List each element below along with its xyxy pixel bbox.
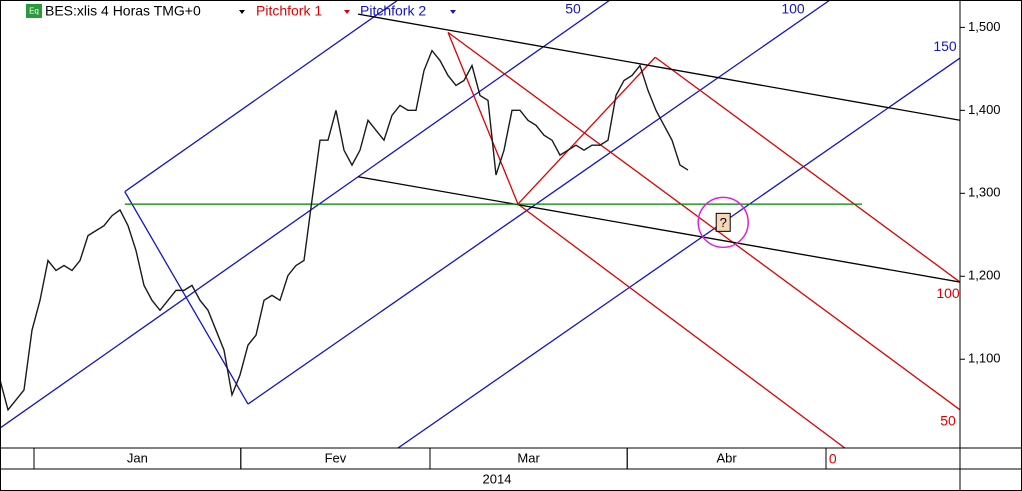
header-icon-box	[26, 4, 42, 18]
plot-area: ?	[0, 0, 960, 448]
tool-label[interactable]: Pitchfork 1	[256, 3, 322, 19]
y-tick-label: 1,300	[968, 185, 1001, 200]
dropdown-arrow[interactable]	[239, 10, 245, 14]
trend-line	[397, 57, 960, 448]
level-label: 100	[936, 285, 960, 301]
highlight-circle	[697, 196, 749, 249]
trend-line	[124, 0, 399, 193]
overlay: 50 100 150 50 0 100	[565, 1, 960, 467]
trend-line	[447, 32, 519, 205]
year-label: 2014	[483, 471, 512, 486]
price-line	[0, 49, 689, 412]
x-tick-label: Fev	[325, 450, 347, 465]
level-label: 50	[940, 413, 956, 429]
tool-label[interactable]: Pitchfork 2	[360, 3, 426, 19]
level-label: 100	[781, 1, 805, 17]
trend-line	[357, 13, 960, 121]
level-label: 150	[933, 38, 957, 54]
trend-line	[0, 0, 611, 429]
trend-line	[247, 0, 831, 405]
trend-line	[357, 176, 960, 283]
chart-title: BES:xlis 4 Horas TMG+0	[45, 3, 201, 19]
trend-line	[517, 203, 846, 448]
dropdown-arrow[interactable]	[450, 10, 456, 14]
level-label: 50	[565, 1, 581, 17]
header-icon: Eq	[29, 7, 39, 16]
question-box	[715, 212, 731, 232]
trend-line	[517, 56, 656, 205]
y-tick-label: 1,100	[968, 351, 1001, 366]
header: Eq BES:xlis 4 Horas TMG+0 Pitchfork 1 Pi…	[26, 3, 456, 19]
question-mark: ?	[720, 215, 727, 230]
y-tick-label: 1,500	[968, 19, 1001, 34]
x-tick-label: Mar	[517, 450, 540, 465]
x-tick-label: Jan	[127, 450, 148, 465]
y-tick-label: 1,200	[968, 268, 1001, 283]
level-label: 0	[829, 451, 837, 467]
trend-line	[447, 31, 960, 411]
dropdown-arrow[interactable]	[344, 10, 350, 14]
trend-line	[654, 56, 960, 283]
y-tick-label: 1,400	[968, 102, 1001, 117]
x-tick-label: Abr	[716, 450, 737, 465]
